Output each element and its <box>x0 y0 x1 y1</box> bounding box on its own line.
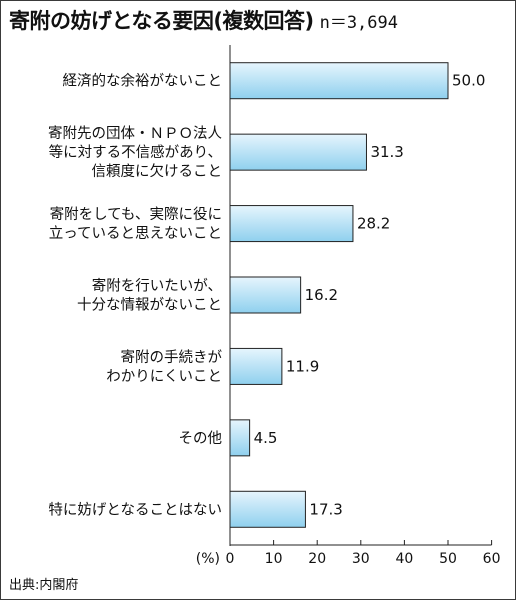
x-tick-label-30: 30 <box>352 551 370 567</box>
category-label-5-line-2: わかりにくいこと <box>106 368 222 385</box>
bar-1 <box>229 62 449 100</box>
value-label-7: 17.3 <box>309 500 342 518</box>
value-label-4: 16.2 <box>305 286 338 304</box>
x-tick-label-0: 0 <box>226 551 235 567</box>
bar-6 <box>229 419 251 457</box>
category-label-7-line-1: 特に妨げとなることはない <box>48 501 222 518</box>
chart-title: 寄附の妨げとなる要因(複数回答) <box>9 9 314 33</box>
bar-2 <box>229 133 367 171</box>
sample-size: n＝3,694 <box>319 13 398 33</box>
x-axis-unit-label: (%) <box>196 551 220 567</box>
category-label-5-line-1: 寄附の手続きが <box>121 348 223 366</box>
source-note: 出典:内閣府 <box>9 578 79 593</box>
x-tick-label-10: 10 <box>265 551 283 567</box>
title-row: 寄附の妨げとなる要因(複数回答) n＝3,694 <box>9 5 511 39</box>
category-label-2-line-1: 寄附先の団体・ＮＰＯ法人 <box>48 124 222 142</box>
x-tick-label-40: 40 <box>395 551 413 567</box>
value-label-6: 4.5 <box>254 429 278 447</box>
bar-3 <box>229 205 354 243</box>
category-label-2-line-3: 信頼度に欠けること <box>92 163 223 180</box>
category-label-3-line-2: 立っていると思えないこと <box>49 225 222 242</box>
category-label-4-line-1: 寄附を行いたいが、 <box>92 277 222 295</box>
value-label-2: 31.3 <box>370 143 403 161</box>
bar-5 <box>229 347 283 385</box>
value-label-3: 28.2 <box>357 215 390 233</box>
x-tick-label-20: 20 <box>308 551 326 567</box>
category-label-1-line-1: 経済的な余裕がないこと <box>63 72 223 90</box>
x-tick-label-60: 60 <box>483 551 501 567</box>
category-label-6-line-1: その他 <box>179 430 223 447</box>
bar-4 <box>229 276 302 314</box>
bar-7 <box>229 490 306 528</box>
value-label-1: 50.0 <box>452 72 485 90</box>
category-label-4-line-2: 十分な情報がないこと <box>77 297 222 314</box>
x-tick-label-50: 50 <box>439 551 457 567</box>
value-label-5: 11.9 <box>286 357 319 375</box>
category-label-3-line-1: 寄附をしても、実際に役に <box>50 205 222 223</box>
category-label-2-line-2: 等に対する不信感があり、 <box>49 143 222 161</box>
